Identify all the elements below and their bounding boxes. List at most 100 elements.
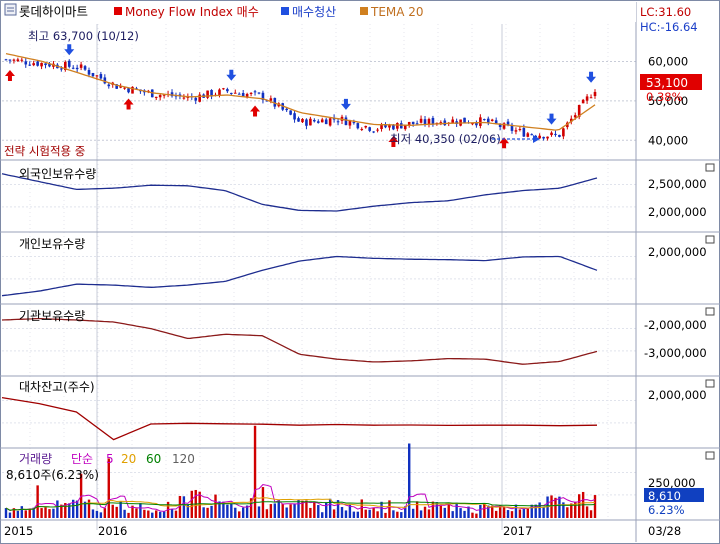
sell-signal-arrow [226,69,237,81]
volume-bar [234,507,237,518]
indicator-sell-exit[interactable]: 매수청산 [292,5,336,19]
candle-body [119,86,122,88]
volume-ma-label: 단순 [71,452,93,466]
candle-body [210,89,213,97]
individual-close-icon[interactable] [705,235,715,244]
candle-body [115,84,118,89]
candle-body [344,117,348,126]
volume-ma-5-line [5,484,596,512]
x-last-date: 03/28 [648,524,681,538]
candle-body [419,118,423,123]
candle-body [4,59,8,61]
candle-body [538,135,541,139]
candle-body [36,61,39,66]
candle-body [479,117,482,126]
short-balance-panel: 대차잔고(주수) 2,000,000 [1,380,707,441]
candle-body [364,125,368,128]
volume-bar [494,510,498,518]
candle-body [71,67,75,69]
candle-body [273,97,277,107]
volume-bar [530,504,533,518]
volume-ma-20: 20 [121,452,136,466]
price-badge-box [640,74,702,90]
candle-body [475,122,478,126]
volume-bar [143,509,146,518]
candle-body [301,118,304,123]
volume-bar [277,500,280,518]
candle-body [411,121,415,125]
candle-body [403,125,407,130]
candle-body [237,93,241,95]
candle-body [289,110,292,115]
volume-bar [447,503,450,518]
candle-body [293,113,296,120]
sell-signal-arrow [64,44,75,56]
candle-body [103,77,107,84]
buy-signal-arrow [4,69,15,81]
volume-bar [309,507,312,518]
candle-body [372,131,375,133]
volume-bar [289,504,292,518]
volume-bar [550,495,553,518]
menu-box-icon[interactable] [4,3,17,16]
volume-bar [313,501,316,518]
institution-tick-1: -2,000,000 [644,318,707,332]
volume-current: 8,610주(6.23%) [6,468,99,482]
volume-bar [479,504,482,518]
short-close-icon[interactable] [705,379,715,388]
volume-bar [56,500,59,518]
volume-bar [178,495,182,518]
volume-bar [348,504,352,518]
volume-bar [352,511,356,518]
candle-body [222,88,225,90]
mfi-sell-legend-swatch [281,7,289,15]
candle-body [558,134,561,137]
volume-bar [459,508,462,518]
volume-bar [127,512,130,518]
candle-body [356,123,360,129]
candle-body [542,136,545,139]
volume-bar [182,496,186,518]
price-axis: 60,000 50,000 40,000 [648,55,688,148]
candle-body [514,130,518,132]
candle-body [494,120,498,124]
volume-bar [593,495,597,518]
volume-bar [139,503,142,518]
volume-bar [60,504,63,518]
candle-body [400,123,403,129]
candle-body [554,133,557,135]
indicator-tema[interactable]: TEMA 20 [370,5,424,19]
volume-bar [510,511,514,518]
stock-name[interactable]: 롯데하이마트 [19,4,88,19]
volume-bar [87,499,91,518]
volume-bar [285,507,288,518]
volume-bar [202,507,205,518]
candle-body [28,64,32,66]
volume-bar [119,501,122,518]
candle-body [44,63,47,66]
candle-body [380,124,383,130]
volume-bar [64,503,67,518]
volume-bar [281,503,284,518]
institution-close-icon[interactable] [705,307,715,316]
foreign-close-icon[interactable] [705,163,715,172]
x-label-2015: 2015 [4,524,33,538]
volume-bar [463,510,466,518]
hc-value: HC:-16.64 [640,20,698,34]
volume-ma-60: 60 [146,452,161,466]
volume-bar [123,509,126,518]
volume-bar [502,506,506,518]
volume-bar [44,507,47,518]
volume-bar [28,508,31,518]
candle-body [368,127,371,131]
volume-close-icon[interactable] [705,451,715,460]
short-tick-1: 2,000,000 [648,388,707,402]
candle-body [593,91,597,97]
volume-bar [257,506,261,518]
indicator-mfi-buy[interactable]: Money Flow Index 매수 [125,5,259,19]
volume-bar [52,508,55,518]
volume-bar [439,505,443,518]
candle-body [79,64,83,68]
volume-bar [427,509,431,518]
